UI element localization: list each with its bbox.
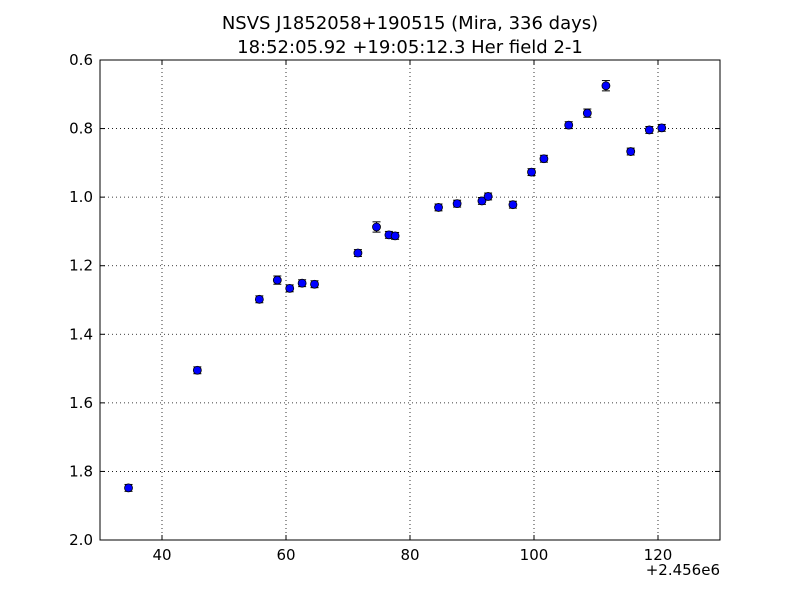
- data-point: [434, 203, 443, 212]
- axis-ticks: [100, 59, 720, 541]
- data-points: [124, 81, 667, 493]
- y-tick-label: 0.6: [69, 51, 93, 69]
- data-point: [192, 365, 202, 375]
- chart-title: NSVS J1852058+190515 (Mira, 336 days): [222, 13, 598, 34]
- data-point: [353, 248, 363, 258]
- data-point: [601, 81, 611, 91]
- error-bars: [124, 80, 666, 492]
- x-tick-label: 60: [276, 546, 295, 564]
- data-point: [483, 192, 493, 201]
- tick-labels: 40 60 80 100 120 0.6 0.8 1.0 1.2 1.4 1.6 1.8 2.0: [69, 51, 672, 564]
- y-tick-label: 0.8: [69, 120, 93, 138]
- data-point: [272, 275, 282, 285]
- x-axis-offset-label: +2.456e6: [646, 561, 720, 579]
- data-point: [539, 154, 549, 164]
- grid-lines: [100, 59, 720, 541]
- data-point: [527, 167, 536, 177]
- data-point: [124, 483, 133, 493]
- y-tick-label: 1.0: [69, 188, 93, 206]
- x-tick-label: 40: [152, 546, 171, 564]
- data-point: [390, 231, 400, 241]
- y-tick-label: 1.4: [69, 325, 93, 343]
- data-point: [564, 120, 574, 130]
- data-point: [452, 199, 462, 209]
- data-point: [297, 278, 307, 288]
- y-tick-label: 2.0: [69, 531, 93, 549]
- data-point: [644, 125, 654, 135]
- y-tick-label: 1.2: [69, 257, 93, 275]
- data-point: [477, 196, 487, 206]
- x-tick-label: 100: [520, 546, 549, 564]
- data-point: [508, 200, 518, 210]
- data-point: [285, 283, 295, 293]
- data-point: [310, 279, 319, 289]
- y-tick-label: 1.8: [69, 462, 93, 480]
- data-point: [626, 147, 636, 156]
- x-tick-label: 80: [400, 546, 419, 564]
- y-tick-label: 1.6: [69, 394, 93, 412]
- data-point: [657, 123, 667, 133]
- chart-subtitle: 18:52:05.92 +19:05:12.3 Her field 2-1: [237, 37, 583, 58]
- x-tick-label: 120: [644, 546, 673, 564]
- data-point: [582, 108, 592, 118]
- data-point: [372, 222, 381, 232]
- data-point: [254, 294, 264, 304]
